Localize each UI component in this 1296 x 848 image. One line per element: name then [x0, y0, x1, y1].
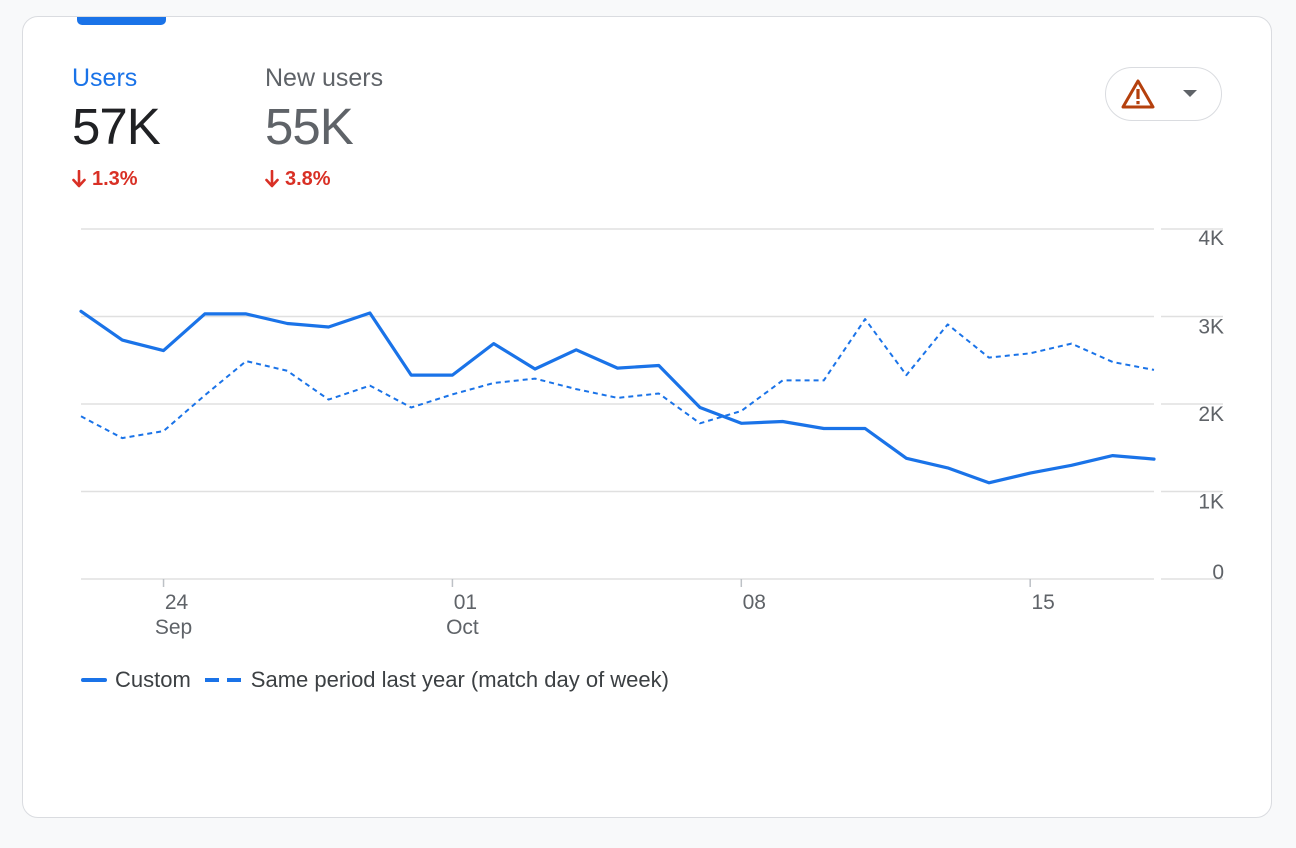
x-tick-label: 08 — [743, 591, 766, 614]
series-line-last-year — [80, 318, 1155, 440]
metric-new-users-label: New users — [265, 64, 384, 92]
y-axis: 4K 3K 2K 1K 0 — [1198, 227, 1224, 584]
insights-alert-button[interactable] — [1105, 67, 1222, 121]
x-tick-label: 01 — [454, 591, 477, 614]
metric-users-label: Users — [72, 64, 138, 92]
legend-item-last-year[interactable]: Same period last year (match day of week… — [204, 667, 669, 693]
dropdown-arrow-icon — [1183, 90, 1197, 97]
metric-new-users-value: 55K — [265, 98, 354, 155]
x-tick-month-label: Sep — [155, 616, 192, 639]
arrow-down-icon — [265, 170, 279, 188]
x-tick-month-label: Oct — [446, 616, 479, 639]
warning-icon — [1121, 79, 1155, 109]
metric-new-users[interactable]: New users 55K 3.8% — [265, 63, 383, 191]
legend-dashed-line-swatch — [204, 678, 241, 682]
metric-users[interactable]: Users 57K 1.3% — [72, 63, 161, 191]
x-tick-label: 15 — [1032, 591, 1055, 614]
metric-new-users-change: 3.8% — [265, 167, 383, 191]
chart-grid — [81, 228, 1223, 580]
metric-new-users-change-value: 3.8% — [285, 168, 331, 190]
users-overview-card: Users 57K 1.3% New users 55K 3.8% — [22, 16, 1272, 818]
legend-label-custom: Custom — [115, 667, 191, 692]
active-tab-indicator — [77, 17, 166, 25]
legend-label-last-year: Same period last year (match day of week… — [250, 667, 669, 692]
chart-series — [79, 309, 1156, 485]
y-tick-label: 2K — [1198, 403, 1224, 426]
metric-users-value: 57K — [72, 98, 161, 155]
legend-item-custom[interactable]: Custom — [81, 667, 191, 693]
y-tick-label: 3K — [1198, 316, 1224, 339]
y-tick-label: 4K — [1198, 227, 1224, 250]
metric-users-change-value: 1.3% — [92, 168, 138, 190]
arrow-down-icon — [72, 170, 86, 188]
legend-solid-line-swatch — [81, 678, 107, 682]
y-tick-label: 1K — [1198, 491, 1224, 514]
y-tick-label: 0 — [1212, 561, 1224, 584]
metric-users-change: 1.3% — [72, 167, 160, 191]
series-line-custom — [79, 309, 1156, 485]
chart-legend: Custom Same period last year (match day … — [81, 667, 683, 693]
x-tick-label: 24 — [165, 591, 189, 614]
